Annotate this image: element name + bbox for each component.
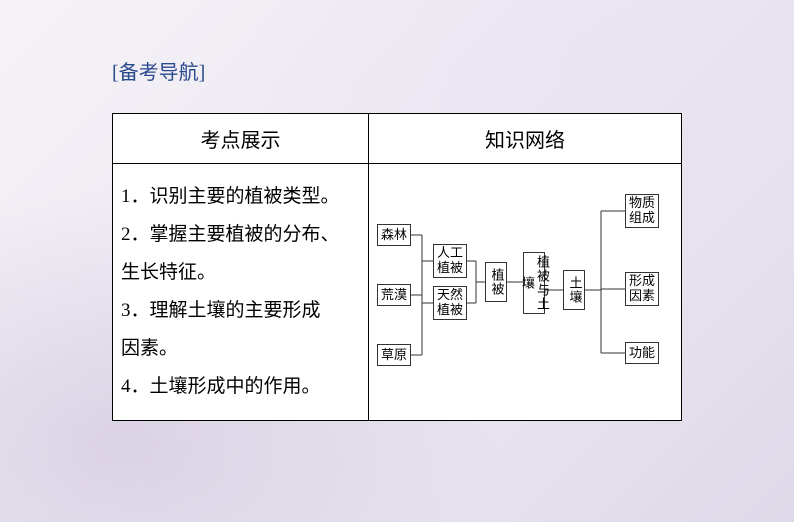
node-material-composition: 物质组成 — [625, 194, 659, 228]
point-4: 4．土壤形成中的作用。 — [121, 368, 354, 406]
point-1: 1．识别主要的植被类型。 — [121, 178, 354, 216]
point-2b: 生长特征。 — [121, 254, 354, 292]
diagram-cell: 森林 荒漠 草原 人工植被 天然植被 植被 植被与土壤 土壤 物质组成 形成因素… — [369, 164, 682, 421]
col-header-right: 知识网络 — [369, 114, 682, 164]
col-header-left: 考点展示 — [113, 114, 369, 164]
exam-points-cell: 1．识别主要的植被类型。 2．掌握主要植被的分布、 生长特征。 3．理解土壤的主… — [113, 164, 369, 421]
node-vegetation: 植被 — [485, 262, 507, 302]
main-table: 考点展示 知识网络 1．识别主要的植被类型。 2．掌握主要植被的分布、 生长特征… — [112, 113, 682, 421]
point-3b: 因素。 — [121, 330, 354, 368]
point-2a: 2．掌握主要植被的分布、 — [121, 216, 354, 254]
knowledge-network-diagram: 森林 荒漠 草原 人工植被 天然植被 植被 植被与土壤 土壤 物质组成 形成因素… — [377, 174, 673, 380]
node-function: 功能 — [625, 342, 659, 364]
node-formation-factors: 形成因素 — [625, 272, 659, 306]
node-soil: 土壤 — [563, 270, 585, 310]
node-forest: 森林 — [377, 224, 411, 246]
section-heading: [备考导航] — [112, 56, 682, 85]
node-grass: 草原 — [377, 344, 411, 366]
node-vegetation-and-soil: 植被与土壤 — [523, 252, 545, 314]
point-3a: 3．理解土壤的主要形成 — [121, 292, 354, 330]
node-desert: 荒漠 — [377, 284, 411, 306]
node-artificial-vegetation: 人工植被 — [433, 244, 467, 278]
node-natural-vegetation: 天然植被 — [433, 286, 467, 320]
